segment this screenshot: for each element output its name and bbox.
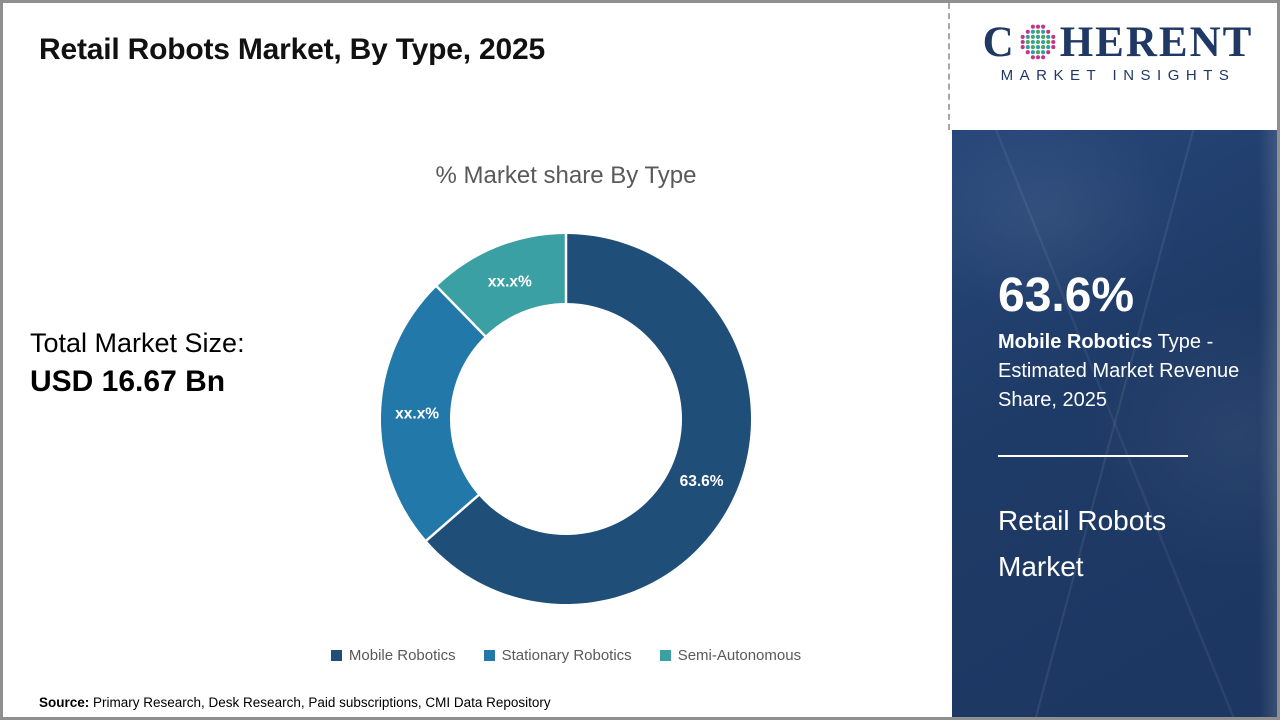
donut-chart: 63.6% xx.x% xx.x%: [381, 232, 751, 604]
dashed-divider: [948, 3, 950, 130]
legend-swatch: [330, 650, 342, 661]
legend-swatch: [659, 650, 671, 661]
slice-label: 63.6%: [680, 473, 724, 490]
legend-item: Stationary Robotics: [483, 647, 632, 664]
coherent-logo-wordmark: C HERENT: [969, 21, 1267, 64]
source-text: Primary Research, Desk Research, Paid su…: [89, 695, 551, 710]
logo-letter-c: C: [982, 19, 1016, 66]
legend-label: Mobile Robotics: [348, 647, 456, 664]
coherent-logo: C HERENT MARKET INSIGHTS: [969, 21, 1267, 84]
legend-swatch: [483, 650, 495, 661]
slice-label: xx.x%: [395, 405, 439, 422]
total-market-size-block: Total Market Size: USD 16.67 Bn: [30, 326, 245, 399]
slice-separator: [424, 492, 482, 543]
donut-slice: [426, 234, 751, 604]
legend-item: Semi-Autonomous: [659, 647, 802, 664]
page-title: Retail Robots Market, By Type, 2025: [39, 33, 545, 66]
legend-label: Semi-Autonomous: [677, 647, 802, 664]
chart-title: % Market share By Type: [435, 162, 697, 189]
side-panel: 63.6% Mobile Robotics Type - Estimated M…: [952, 130, 1277, 717]
donut-slice: [436, 234, 566, 336]
chart-legend: Mobile Robotics Stationary Robotics Semi-A…: [191, 647, 941, 664]
panel-stat-value: 63.6%: [998, 269, 1135, 322]
donut-slice: [381, 286, 486, 541]
total-market-size-value: USD 16.67 Bn: [30, 365, 226, 398]
slice-label: xx.x%: [488, 273, 532, 290]
logo-letters-herent: HERENT: [1059, 19, 1254, 66]
panel-stat-label: Mobile Robotics Type - Estimated Market …: [998, 328, 1240, 415]
legend-item: Mobile Robotics: [330, 647, 456, 664]
coherent-globe-icon: [1020, 24, 1056, 59]
panel-divider: [998, 455, 1188, 457]
total-market-size-label: Total Market Size:: [30, 328, 245, 358]
legend-label: Stationary Robotics: [501, 647, 632, 664]
logo-subtitle: MARKET INSIGHTS: [1000, 67, 1236, 84]
panel-stat-label-rest: Type - Estimated Market Revenue Share, 2…: [998, 331, 1240, 411]
source-label: Source:: [39, 695, 90, 710]
panel-title: Retail Robots Market: [998, 505, 1167, 582]
panel-stat-label-bold: Mobile Robotics: [998, 331, 1153, 353]
source-line: Source: Primary Research, Desk Research,…: [39, 695, 551, 710]
slice-separator: [434, 284, 489, 339]
